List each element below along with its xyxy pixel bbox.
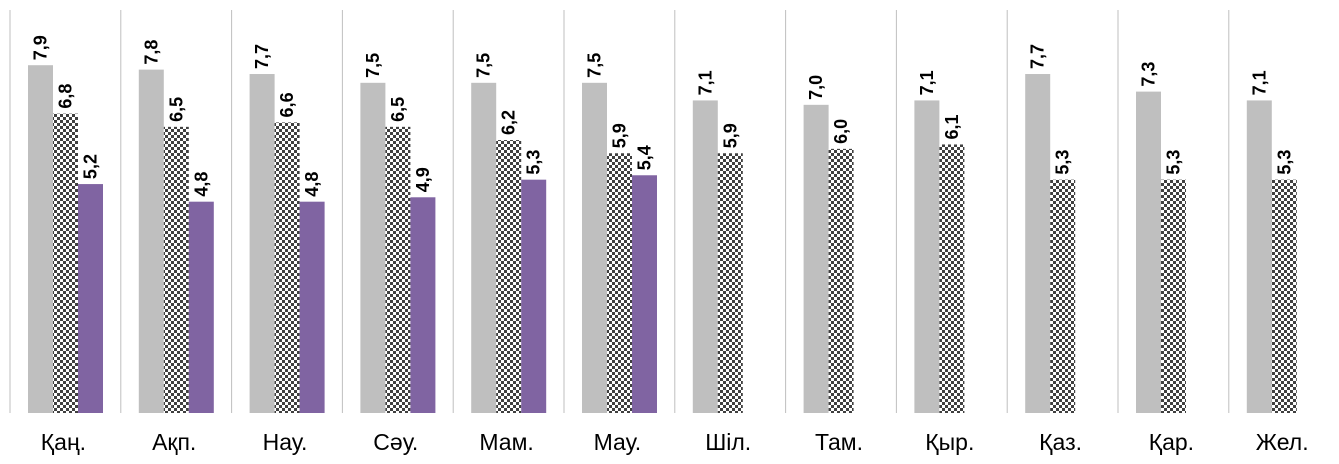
bar-series3-2 [299, 201, 325, 413]
bar-series1-0 [28, 65, 53, 414]
bar-series3-4 [521, 179, 547, 413]
category-label-10: Қар. [1149, 429, 1194, 455]
data-label-series2-3: 6,5 [388, 97, 408, 122]
data-label-series2-4: 6,2 [499, 110, 519, 135]
bar-marks [28, 65, 1297, 414]
data-label-series3-5: 5,4 [635, 145, 655, 170]
data-label-series3-2: 4,8 [302, 172, 322, 197]
bar-series2-8 [939, 144, 965, 413]
data-label-series1-0: 7,9 [31, 35, 51, 60]
data-label-series1-5: 7,5 [585, 53, 605, 78]
category-label-9: Қаз. [1039, 429, 1082, 455]
data-label-series2-0: 6,8 [56, 84, 76, 109]
data-label-series1-11: 7,1 [1249, 70, 1269, 95]
category-label-3: Сәу. [373, 429, 418, 455]
bar-series2-6 [717, 153, 743, 413]
data-label-series2-8: 6,1 [942, 114, 962, 139]
bar-series3-5 [632, 175, 657, 413]
bar-series3-1 [188, 201, 214, 413]
data-label-series1-4: 7,5 [474, 53, 494, 78]
category-label-11: Жел. [1256, 429, 1309, 455]
data-label-series2-7: 6,0 [831, 119, 851, 144]
data-label-series1-10: 7,3 [1139, 62, 1159, 87]
data-label-series1-9: 7,7 [1028, 44, 1048, 69]
bar-series1-11 [1246, 100, 1272, 414]
bar-series2-5 [607, 153, 632, 413]
category-label-6: Шіл. [705, 429, 751, 455]
bar-series2-9 [1050, 179, 1076, 413]
data-label-series2-9: 5,3 [1053, 150, 1073, 175]
data-label-series1-7: 7,0 [806, 75, 826, 100]
category-label-1: Ақп. [152, 429, 196, 455]
data-label-series2-10: 5,3 [1164, 150, 1184, 175]
data-label-series1-2: 7,7 [252, 44, 272, 69]
category-label-5: Мау. [594, 429, 642, 455]
bar-series2-10 [1161, 179, 1186, 413]
data-label-series2-2: 6,6 [277, 92, 297, 117]
bar-series1-7 [803, 104, 829, 413]
data-label-series3-1: 4,8 [191, 172, 211, 197]
category-separators [9, 10, 1230, 413]
bar-series1-9 [1025, 74, 1051, 413]
data-label-series2-1: 6,5 [166, 97, 186, 122]
bar-series1-8 [914, 100, 940, 414]
bar-series1-5 [582, 82, 607, 413]
data-label-series3-4: 5,3 [524, 150, 544, 175]
bar-series2-3 [385, 126, 411, 413]
bar-series1-6 [692, 100, 718, 414]
bar-series1-1 [138, 69, 164, 414]
category-tick-labels: Қаң. Ақп. Нау. Сәу. Мам. Мау. Шіл. Там. Қыр. Қаз.… [41, 429, 1309, 455]
bar-series1-3 [360, 82, 386, 413]
bar-series2-2 [274, 122, 300, 413]
bar-series3-0 [78, 184, 103, 413]
data-labels: 7,9 7,8 7,7 7,5 7,5 7,5 7,1 7,0 7,1 7,7 7,3 7,1 6,8 6… [31, 35, 1295, 197]
category-label-0: Қаң. [41, 429, 86, 455]
bar-series1-4 [471, 82, 497, 413]
data-label-series2-5: 5,9 [610, 123, 630, 148]
data-label-series3-0: 5,2 [81, 154, 101, 179]
bar-series2-4 [496, 140, 522, 414]
bar-series2-7 [828, 148, 854, 414]
category-label-4: Мам. [479, 429, 533, 455]
bar-series2-0 [53, 113, 78, 413]
data-label-series3-3: 4,9 [413, 167, 433, 192]
bar-series3-3 [410, 197, 436, 413]
bar-series2-11 [1271, 179, 1297, 413]
category-label-8: Қыр. [925, 429, 974, 455]
data-label-series1-1: 7,8 [141, 40, 161, 65]
data-label-series1-3: 7,5 [363, 53, 383, 78]
data-label-series2-6: 5,9 [720, 123, 740, 148]
data-label-series2-11: 5,3 [1274, 150, 1294, 175]
bar-series1-2 [249, 74, 275, 413]
bar-series2-1 [163, 126, 189, 413]
category-label-2: Нау. [263, 429, 308, 455]
data-label-series1-8: 7,1 [917, 70, 937, 95]
data-label-series1-6: 7,1 [695, 70, 715, 95]
bar-series1-10 [1136, 91, 1161, 413]
category-label-7: Там. [815, 429, 863, 455]
